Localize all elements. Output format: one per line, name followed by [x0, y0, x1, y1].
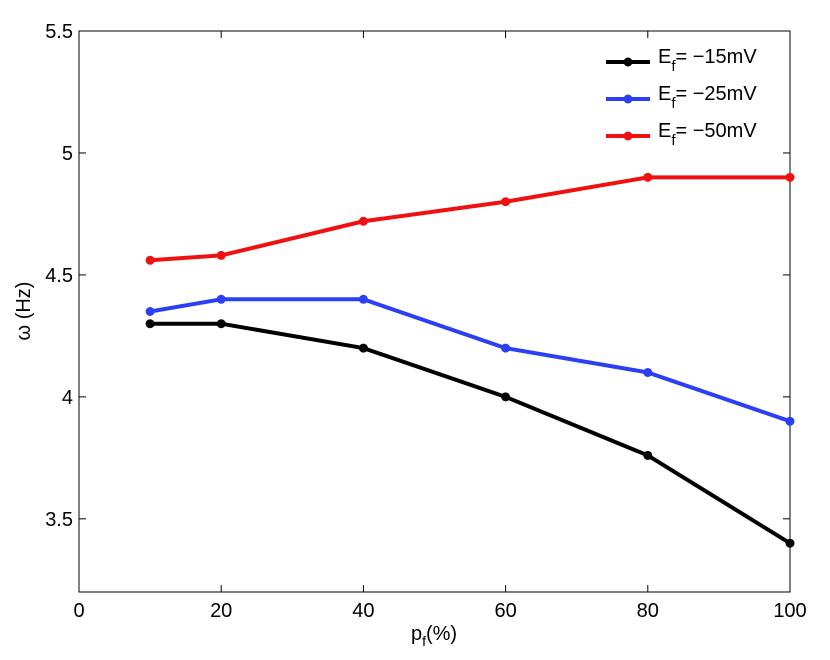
legend: Ef= −15mV Ef= −25mV Ef= −50mV [606, 46, 757, 149]
legend-marker [623, 131, 633, 141]
legend-marker [623, 57, 633, 67]
series-line-2 [149, 297, 791, 424]
series-layer [145, 172, 795, 548]
data-point [643, 450, 653, 460]
x-tick-label: 0 [73, 600, 84, 622]
data-point [216, 250, 226, 260]
data-point [785, 538, 795, 548]
data-point [145, 319, 155, 329]
data-point [643, 367, 653, 377]
data-point [216, 294, 226, 304]
data-point [501, 197, 511, 207]
data-point [501, 392, 511, 402]
data-point [785, 416, 795, 426]
y-axis-label: ω (Hz) [13, 282, 35, 341]
legend-marker [623, 94, 633, 104]
x-tick-label: 40 [352, 600, 374, 622]
plot-area [78, 30, 791, 593]
y-tick-label: 4 [62, 387, 73, 409]
data-point [358, 343, 368, 353]
data-point [358, 216, 368, 226]
data-point [785, 172, 795, 182]
data-point [358, 294, 368, 304]
y-tick-label: 3.5 [45, 509, 73, 531]
x-axis-label: pf(%) [411, 623, 457, 649]
x-tick-label: 20 [210, 600, 232, 622]
series-line-3 [149, 175, 790, 263]
data-point [216, 319, 226, 329]
y-tick-label: 4.5 [45, 265, 73, 287]
data-point [145, 255, 155, 265]
data-point [643, 172, 653, 182]
y-tick-label: 5 [62, 143, 73, 165]
series-line-1 [150, 321, 792, 545]
y-tick-label: 5.5 [45, 21, 73, 43]
x-tick-label: 100 [773, 600, 806, 622]
axis-ticks: 0 20 40 60 80 100 3.5 4 4.5 5 5.5 [45, 21, 807, 622]
data-point [501, 343, 511, 353]
x-tick-label: 60 [494, 600, 516, 622]
legend-label: Ef= −15mV [658, 46, 757, 75]
data-point [145, 307, 155, 316]
x-tick-label: 80 [637, 600, 659, 622]
legend-label: Ef= −50mV [658, 120, 757, 149]
legend-label: Ef= −25mV [658, 83, 757, 112]
